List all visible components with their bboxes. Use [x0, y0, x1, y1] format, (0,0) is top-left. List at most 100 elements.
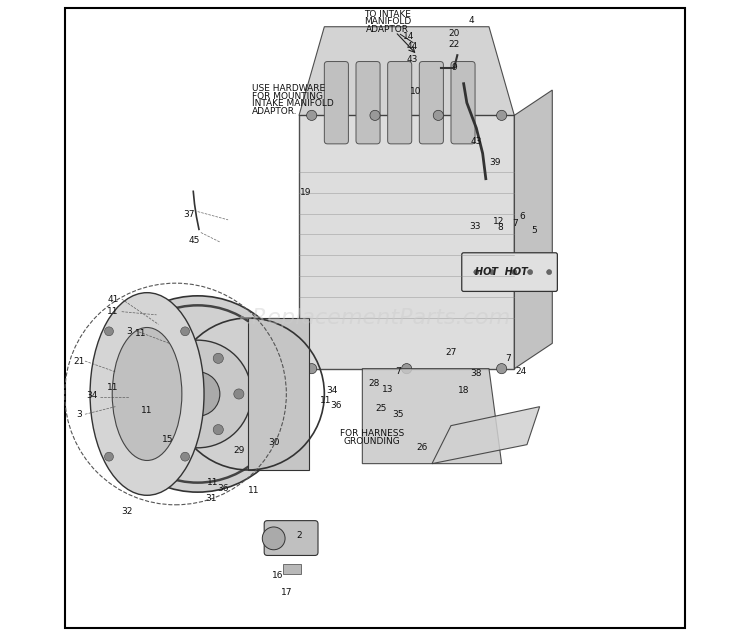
Circle shape — [433, 110, 443, 120]
Circle shape — [370, 110, 380, 120]
Circle shape — [144, 340, 251, 448]
Text: 11: 11 — [320, 396, 332, 405]
Text: 14: 14 — [403, 32, 414, 41]
Text: 18: 18 — [458, 385, 470, 395]
Bar — [248, 318, 308, 470]
Polygon shape — [299, 27, 514, 115]
Text: 36: 36 — [217, 485, 229, 494]
Circle shape — [512, 270, 517, 275]
Circle shape — [176, 372, 220, 416]
Text: 7: 7 — [395, 367, 401, 376]
Text: 17: 17 — [280, 588, 292, 597]
Circle shape — [172, 353, 182, 363]
Text: 27: 27 — [446, 348, 457, 357]
FancyBboxPatch shape — [419, 62, 443, 144]
Circle shape — [234, 389, 244, 399]
Circle shape — [104, 327, 113, 336]
Text: ADAPTOR.: ADAPTOR. — [251, 107, 297, 116]
Text: 7: 7 — [512, 219, 517, 228]
Text: 34: 34 — [86, 391, 98, 401]
Circle shape — [104, 452, 113, 461]
Circle shape — [152, 389, 161, 399]
Ellipse shape — [112, 328, 182, 460]
Circle shape — [401, 364, 412, 374]
Text: USE HARDWARE: USE HARDWARE — [251, 85, 325, 93]
Text: 11: 11 — [107, 307, 118, 316]
Text: 7: 7 — [505, 354, 511, 363]
Text: 10: 10 — [410, 86, 422, 96]
FancyBboxPatch shape — [451, 62, 475, 144]
Text: 8: 8 — [497, 223, 503, 232]
Text: TO INTAKE: TO INTAKE — [364, 10, 411, 18]
Text: 34: 34 — [326, 386, 338, 396]
Text: 19: 19 — [299, 188, 311, 197]
Text: 37: 37 — [184, 210, 195, 219]
Text: 11: 11 — [207, 478, 219, 487]
FancyBboxPatch shape — [462, 252, 557, 291]
Text: GROUNDING: GROUNDING — [344, 437, 400, 446]
Text: 15: 15 — [161, 435, 173, 444]
Polygon shape — [362, 369, 502, 464]
Text: 20: 20 — [448, 29, 460, 38]
Text: eReplacementParts.com: eReplacementParts.com — [238, 308, 511, 328]
Text: 3: 3 — [127, 328, 132, 336]
Text: MANIFOLD: MANIFOLD — [364, 17, 411, 26]
Text: 29: 29 — [234, 446, 245, 455]
Text: 32: 32 — [121, 508, 133, 516]
Text: 21: 21 — [74, 357, 85, 366]
Circle shape — [181, 327, 190, 336]
Text: 13: 13 — [382, 385, 394, 394]
Text: HOT  HOT: HOT HOT — [476, 266, 528, 277]
FancyBboxPatch shape — [356, 62, 380, 144]
FancyBboxPatch shape — [388, 62, 412, 144]
Text: 38: 38 — [470, 369, 482, 378]
Circle shape — [496, 364, 507, 374]
Text: 11: 11 — [135, 329, 146, 338]
Text: 28: 28 — [369, 378, 380, 388]
Text: 44: 44 — [406, 43, 418, 52]
Bar — [284, 563, 301, 574]
Text: ADAPTOR: ADAPTOR — [366, 25, 410, 34]
Circle shape — [496, 110, 507, 120]
Text: 2: 2 — [296, 531, 302, 541]
Circle shape — [307, 364, 316, 374]
Text: 24: 24 — [515, 367, 526, 376]
Circle shape — [213, 353, 223, 363]
FancyBboxPatch shape — [324, 62, 349, 144]
Text: 4: 4 — [469, 16, 474, 25]
Text: 11: 11 — [248, 486, 259, 495]
Circle shape — [181, 452, 190, 461]
Text: 11: 11 — [141, 406, 153, 415]
Circle shape — [527, 270, 532, 275]
FancyBboxPatch shape — [264, 521, 318, 555]
Circle shape — [172, 425, 182, 434]
Text: 43: 43 — [406, 55, 418, 64]
Circle shape — [474, 270, 478, 275]
Circle shape — [213, 425, 223, 434]
Circle shape — [100, 296, 296, 492]
Text: 11: 11 — [107, 383, 118, 392]
Text: 41: 41 — [107, 295, 118, 304]
Polygon shape — [299, 115, 514, 369]
Polygon shape — [432, 406, 540, 464]
Text: 12: 12 — [494, 217, 505, 226]
Text: 43: 43 — [471, 137, 482, 146]
Text: 22: 22 — [448, 40, 460, 49]
Circle shape — [262, 527, 285, 550]
Text: 35: 35 — [393, 410, 404, 419]
Text: INTAKE MANIFOLD: INTAKE MANIFOLD — [251, 99, 333, 109]
Text: FOR HARNESS: FOR HARNESS — [340, 429, 404, 438]
Text: 6: 6 — [519, 212, 525, 221]
Circle shape — [307, 110, 316, 120]
Text: 31: 31 — [206, 494, 217, 503]
Text: 30: 30 — [268, 438, 280, 446]
Text: 16: 16 — [272, 571, 284, 580]
Text: 9: 9 — [452, 63, 457, 72]
Ellipse shape — [90, 293, 204, 495]
Text: 3: 3 — [76, 410, 82, 419]
Text: 5: 5 — [532, 226, 538, 235]
Polygon shape — [514, 90, 552, 369]
Text: FOR MOUNTING: FOR MOUNTING — [251, 92, 322, 101]
Text: 33: 33 — [470, 223, 481, 232]
Circle shape — [490, 270, 495, 275]
